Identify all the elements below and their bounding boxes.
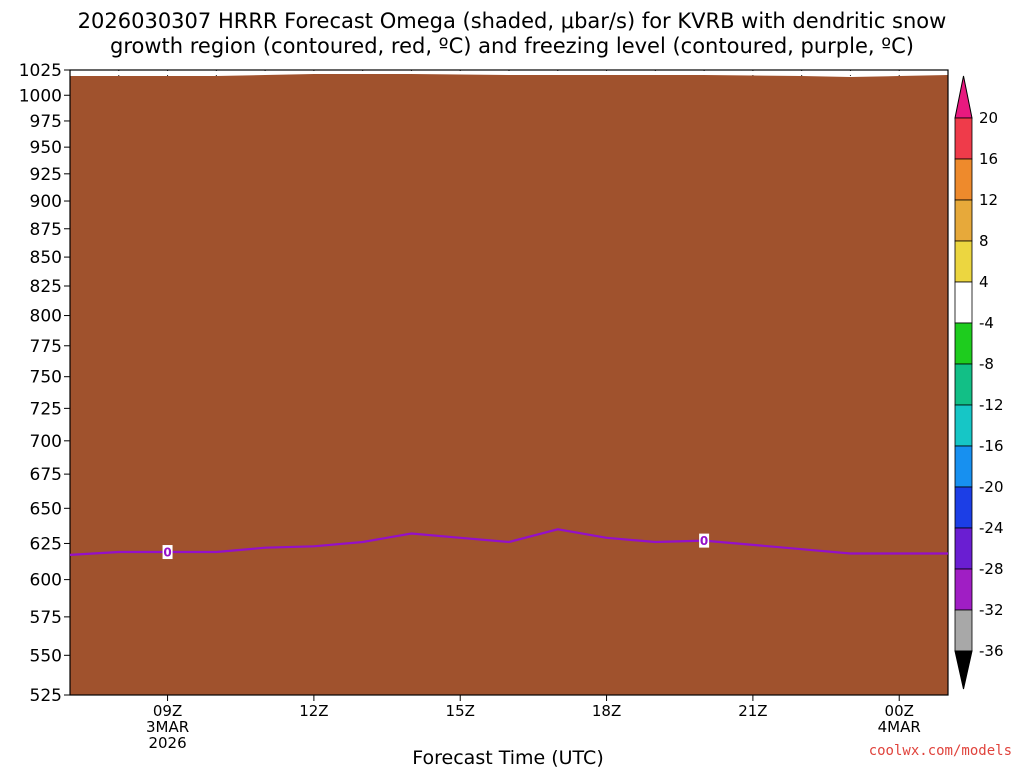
colorbar-bottom-cap — [954, 650, 973, 690]
y-tick-label: 600 — [30, 571, 62, 591]
colorbar-label: 20 — [979, 109, 998, 127]
colorbar-swatch — [954, 486, 973, 529]
colorbar-swatch — [954, 158, 973, 201]
colorbar-label: -4 — [979, 314, 994, 332]
y-tick-label: 650 — [30, 499, 62, 519]
y-tick-label: 875 — [30, 220, 62, 240]
colorbar-swatch — [954, 568, 973, 611]
colorbar-label: -28 — [979, 560, 1004, 578]
y-tick-label: 575 — [30, 608, 62, 628]
freezing-label-bg — [162, 545, 173, 560]
chart-title-line2: growth region (contoured, red, ºC) and f… — [110, 34, 914, 58]
x-tick-label: 18Z — [592, 702, 621, 720]
y-tick-label: 975 — [30, 112, 62, 132]
colorbar-label: -8 — [979, 355, 994, 373]
y-tick-label: 550 — [30, 646, 62, 666]
x-tick-label: 2026 — [148, 734, 186, 752]
colorbar-label: -16 — [979, 437, 1004, 455]
y-tick-label: 525 — [30, 686, 62, 706]
x-axis-label: Forecast Time (UTC) — [412, 747, 603, 768]
freezing-level-label: 0 — [163, 546, 171, 560]
colorbar-label: 8 — [979, 232, 989, 250]
colorbar-swatch — [954, 199, 973, 242]
colorbar-swatch — [954, 240, 973, 283]
freezing-level-label: 0 — [700, 534, 708, 548]
y-tick-label: 850 — [30, 248, 62, 268]
x-tick-label: 15Z — [446, 702, 475, 720]
ground-fill — [70, 74, 948, 695]
x-tick-label: 21Z — [738, 702, 767, 720]
colorbar-label: -12 — [979, 396, 1004, 414]
y-tick-label: 950 — [30, 138, 62, 158]
colorbar-swatch — [954, 609, 973, 652]
colorbar-swatch — [954, 527, 973, 570]
colorbar-top-cap — [954, 75, 973, 119]
colorbar-label: 12 — [979, 191, 998, 209]
y-tick-label: 825 — [30, 277, 62, 297]
colorbar-label: -32 — [979, 601, 1004, 619]
y-tick-label: 775 — [30, 337, 62, 357]
colorbar-label: -20 — [979, 478, 1004, 496]
y-tick-label: 1000 — [19, 86, 62, 106]
chart-title-line1: 2026030307 HRRR Forecast Omega (shaded, … — [78, 9, 947, 33]
freezing-level-line — [69, 528, 948, 556]
x-tick-label: 12Z — [299, 702, 328, 720]
colorbar-label: -36 — [979, 642, 1004, 660]
colorbar-swatch — [954, 117, 973, 160]
colorbar-label: 4 — [979, 273, 989, 291]
colorbar: 20 16 12 8 4 -4 -8 -12 -16 -20 -24 -28 -32 -36 — [954, 75, 1004, 690]
y-tick-label: 725 — [30, 399, 62, 419]
freezing-level: 00 — [69, 528, 948, 560]
colorbar-label: -24 — [979, 519, 1004, 537]
y-axis: 525 550 575 600 625 650 675 700 725 750 775 800 825 8… — [19, 61, 70, 706]
colorbar-label: 16 — [979, 150, 998, 168]
y-tick-label: 625 — [30, 534, 62, 554]
colorbar-swatch — [954, 281, 973, 324]
ground-surface — [69, 69, 949, 696]
colorbar-swatch — [954, 363, 973, 406]
y-tick-label: 800 — [30, 307, 62, 327]
y-tick-label: 675 — [30, 465, 62, 485]
x-tick-label: 00Z — [885, 702, 914, 720]
y-tick-label: 900 — [30, 192, 62, 212]
credit-link[interactable]: coolwx.com/models — [869, 743, 1012, 759]
colorbar-swatch — [954, 322, 973, 365]
y-tick-label: 700 — [30, 432, 62, 452]
colorbar-swatch — [954, 404, 973, 447]
plot-frame — [69, 69, 949, 696]
x-tick-label: 3MAR — [146, 718, 189, 736]
colorbar-swatch — [954, 445, 973, 488]
x-tick-label: 09Z — [153, 702, 182, 720]
y-tick-label: 925 — [30, 165, 62, 185]
x-tick-label: 4MAR — [878, 718, 921, 736]
y-tick-label: 1025 — [19, 61, 62, 81]
y-tick-label: 750 — [30, 368, 62, 388]
freezing-label-bg — [699, 533, 710, 548]
